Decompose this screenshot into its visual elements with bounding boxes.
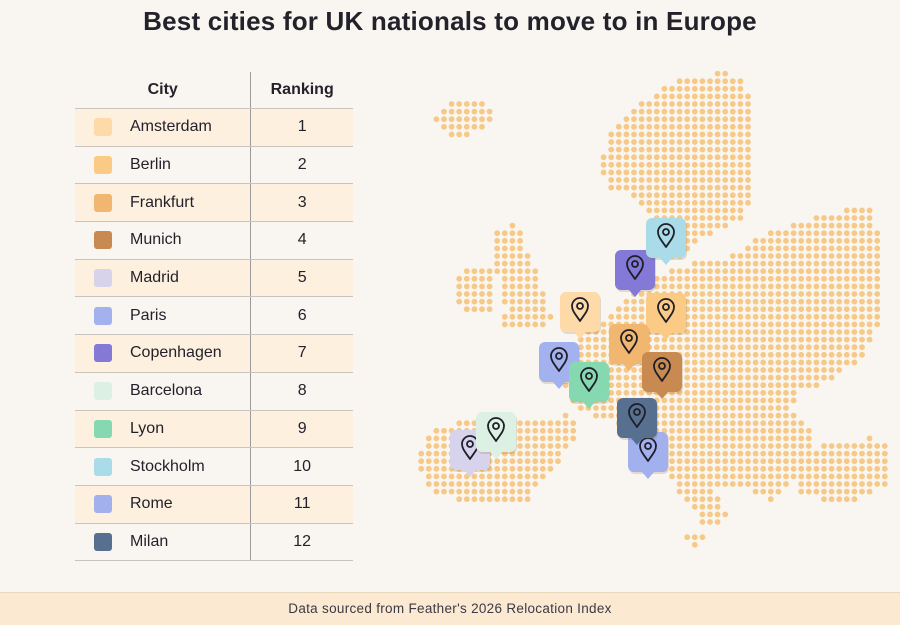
table-row: Stockholm 10 [75, 447, 353, 485]
ranking-cell: 9 [250, 410, 353, 448]
source-footer: Data sourced from Feather's 2026 Relocat… [0, 592, 900, 625]
city-cell: Madrid [75, 269, 250, 288]
city-marker-barcelona [476, 412, 517, 459]
table-row: Milan 12 [75, 522, 353, 562]
city-cell: Rome [75, 495, 250, 514]
table-row: Lyon 9 [75, 409, 353, 448]
table-row: Madrid 5 [75, 258, 353, 297]
city-cell: Copenhagen [75, 344, 250, 363]
page-title: Best cities for UK nationals to move to … [143, 6, 757, 36]
city-name: Copenhagen [130, 344, 222, 362]
city-cell: Paris [75, 306, 250, 325]
europe-dot-map [418, 70, 888, 548]
table-row: Copenhagen 7 [75, 334, 353, 372]
header-city: City [147, 81, 178, 98]
table-row: Amsterdam 1 [75, 108, 353, 146]
legend-swatch [94, 118, 112, 137]
city-cell: Stockholm [75, 457, 250, 476]
table-row: Rome 11 [75, 484, 353, 523]
legend-swatch [94, 156, 112, 175]
city-marker-milan [617, 398, 658, 445]
location-pin-icon [657, 298, 675, 323]
city-name: Milan [130, 532, 169, 550]
city-marker-stockholm [646, 218, 687, 265]
table-row: Berlin 2 [75, 145, 353, 184]
legend-swatch [94, 457, 112, 476]
location-pin-icon [571, 297, 589, 322]
city-cell: Munich [75, 231, 250, 250]
city-name: Amsterdam [130, 118, 212, 136]
header-ranking: Ranking [250, 72, 353, 108]
ranking-cell: 11 [250, 485, 353, 523]
city-pins [450, 218, 687, 479]
city-cell: Frankfurt [75, 193, 250, 212]
ranking-cell: 6 [250, 297, 353, 335]
city-cell: Lyon [75, 419, 250, 438]
location-pin-icon [626, 255, 644, 280]
city-name: Stockholm [130, 457, 205, 475]
city-name: Paris [130, 306, 167, 324]
legend-swatch [94, 382, 112, 401]
table-row: Frankfurt 3 [75, 183, 353, 222]
ranking-cell: 7 [250, 335, 353, 372]
ranking-cell: 1 [250, 109, 353, 146]
location-pin-icon [653, 357, 671, 382]
location-pin-icon [620, 329, 638, 354]
city-marker-berlin [646, 293, 687, 340]
city-name: Frankfurt [130, 193, 195, 211]
ranking-cell: 4 [250, 222, 353, 259]
ranking-cell: 8 [250, 372, 353, 410]
legend-swatch [94, 231, 112, 250]
ranking-cell: 2 [250, 146, 353, 184]
legend-swatch [94, 419, 112, 438]
table-header: City Ranking [75, 72, 353, 108]
city-name: Madrid [130, 269, 179, 287]
city-cell: Berlin [75, 156, 250, 175]
table-row: Barcelona 8 [75, 371, 353, 410]
ranking-cell: 3 [250, 184, 353, 222]
city-name: Lyon [130, 419, 165, 437]
legend-swatch [94, 532, 112, 551]
location-pin-icon [628, 403, 646, 428]
legend-swatch [94, 495, 112, 514]
legend-swatch [94, 306, 112, 325]
legend-swatch [94, 193, 112, 212]
city-name: Rome [130, 495, 173, 513]
location-pin-icon [657, 223, 675, 248]
city-marker-munich [642, 352, 683, 399]
city-marker-copenhagen [615, 250, 656, 297]
city-marker-amsterdam [560, 292, 601, 339]
ranking-table: City Ranking Amsterdam 1 Berlin 2 Frankfurt 3… [75, 72, 353, 562]
location-pin-icon [487, 417, 505, 442]
legend-swatch [94, 344, 112, 363]
ranking-cell: 5 [250, 259, 353, 297]
location-pin-icon [580, 367, 598, 392]
table-row: Paris 6 [75, 296, 353, 335]
city-marker-lyon [569, 362, 610, 409]
ranking-cell: 10 [250, 448, 353, 485]
city-name: Berlin [130, 156, 171, 174]
city-marker-frankfurt [609, 324, 650, 371]
legend-swatch [94, 269, 112, 288]
location-pin-icon [639, 437, 657, 462]
city-cell: Milan [75, 532, 250, 551]
location-pin-icon [461, 435, 479, 460]
city-cell: Amsterdam [75, 118, 250, 137]
city-cell: Barcelona [75, 382, 250, 401]
city-name: Munich [130, 231, 182, 249]
table-row: Munich 4 [75, 221, 353, 259]
ranking-cell: 12 [250, 523, 353, 561]
city-name: Barcelona [130, 382, 203, 400]
location-pin-icon [550, 347, 568, 372]
